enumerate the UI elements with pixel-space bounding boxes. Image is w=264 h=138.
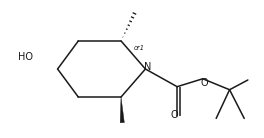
Text: HO: HO [18, 52, 33, 62]
Text: O: O [201, 78, 209, 88]
Text: N: N [144, 62, 152, 72]
Text: O: O [170, 110, 178, 120]
Text: or1: or1 [134, 45, 145, 51]
Polygon shape [120, 97, 124, 123]
